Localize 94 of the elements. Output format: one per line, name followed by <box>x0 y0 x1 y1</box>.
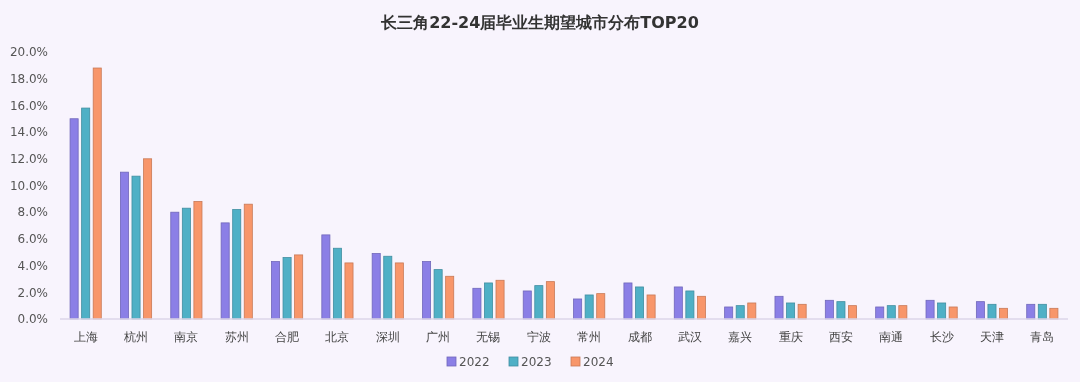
x-tick-label: 成都 <box>627 330 652 344</box>
x-tick-label: 长沙 <box>929 330 954 344</box>
bar <box>797 303 807 320</box>
legend-label: 2023 <box>521 355 552 369</box>
bar <box>673 286 683 320</box>
bar <box>321 234 331 320</box>
bar <box>836 301 846 320</box>
y-tick-label: 4.0% <box>17 258 48 273</box>
bar <box>120 171 129 320</box>
bar <box>472 287 482 320</box>
bar <box>596 293 606 320</box>
bar <box>623 282 633 320</box>
bar <box>646 294 656 320</box>
bar <box>786 302 796 320</box>
bar <box>925 299 935 320</box>
bar <box>987 303 997 320</box>
bar <box>69 118 79 320</box>
y-tick-label: 0.0% <box>17 312 48 327</box>
y-tick-label: 10.0% <box>9 178 48 193</box>
bar <box>584 294 594 320</box>
x-tick-label: 合肥 <box>275 330 300 344</box>
bar <box>545 281 555 320</box>
bar <box>422 261 432 320</box>
bar <box>886 305 896 320</box>
legend-label: 2022 <box>459 355 490 369</box>
bar <box>1026 303 1036 320</box>
bar <box>282 257 292 320</box>
bar <box>92 67 102 320</box>
bar <box>445 275 455 320</box>
y-tick-label: 12.0% <box>9 152 48 166</box>
bar <box>975 301 985 320</box>
bar <box>948 306 958 320</box>
bar <box>875 306 885 320</box>
x-tick-label: 广州 <box>426 330 451 344</box>
bar <box>774 295 784 320</box>
bar <box>696 295 706 320</box>
bar <box>1049 307 1059 320</box>
x-tick-label: 苏州 <box>224 330 249 344</box>
bar <box>181 207 191 320</box>
bar <box>383 255 393 320</box>
bar <box>332 247 342 320</box>
bar <box>848 305 857 320</box>
x-tick-label: 杭州 <box>123 330 149 344</box>
x-tick-label: 武汉 <box>677 330 702 344</box>
x-tick-label: 青岛 <box>1030 330 1055 344</box>
bar <box>573 298 583 320</box>
bar <box>824 299 834 320</box>
y-tick-label: 6.0% <box>17 232 48 247</box>
bar <box>1037 303 1047 320</box>
bar <box>484 282 493 320</box>
x-tick-label: 重庆 <box>778 330 803 344</box>
x-tick-label: 西安 <box>828 330 853 344</box>
bar <box>433 269 443 320</box>
bar <box>294 254 304 320</box>
y-tick-label: 18.0% <box>9 71 48 86</box>
bar <box>898 305 908 320</box>
y-tick-label: 16.0% <box>9 98 48 113</box>
bar <box>534 285 544 320</box>
bar <box>635 286 644 320</box>
x-tick-label: 宁波 <box>526 330 551 344</box>
bar <box>271 261 280 320</box>
x-tick-label: 深圳 <box>375 330 400 344</box>
bar <box>131 175 141 320</box>
bar <box>170 211 180 320</box>
bar <box>522 290 532 320</box>
bar <box>747 302 757 320</box>
bar <box>193 201 203 320</box>
chart-title: 长三角22-24届毕业生期望城市分布TOP20 <box>380 13 699 32</box>
bar <box>685 290 695 320</box>
x-tick-label: 天津 <box>979 330 1004 344</box>
x-tick-label: 嘉兴 <box>728 330 753 344</box>
bar <box>243 203 253 320</box>
bar <box>724 306 734 320</box>
bar <box>937 302 947 320</box>
bar <box>394 262 404 320</box>
x-tick-label: 南京 <box>174 330 199 344</box>
x-tick-label: 北京 <box>325 330 350 344</box>
bar <box>232 209 242 320</box>
x-tick-label: 无锡 <box>476 330 501 344</box>
bar <box>371 253 381 320</box>
x-tick-label: 上海 <box>73 330 98 344</box>
bar <box>344 262 354 320</box>
x-tick-label: 南通 <box>879 330 904 344</box>
y-tick-label: 14.0% <box>9 125 48 140</box>
legend-label: 2024 <box>583 355 614 369</box>
y-tick-label: 2.0% <box>17 285 48 300</box>
bar <box>735 305 745 320</box>
bar <box>81 107 91 320</box>
bar <box>495 279 505 320</box>
x-tick-label: 常州 <box>577 330 602 344</box>
y-tick-label: 8.0% <box>17 205 48 220</box>
bar <box>220 222 230 320</box>
y-tick-label: 20.0% <box>9 45 48 60</box>
bar <box>143 158 153 320</box>
